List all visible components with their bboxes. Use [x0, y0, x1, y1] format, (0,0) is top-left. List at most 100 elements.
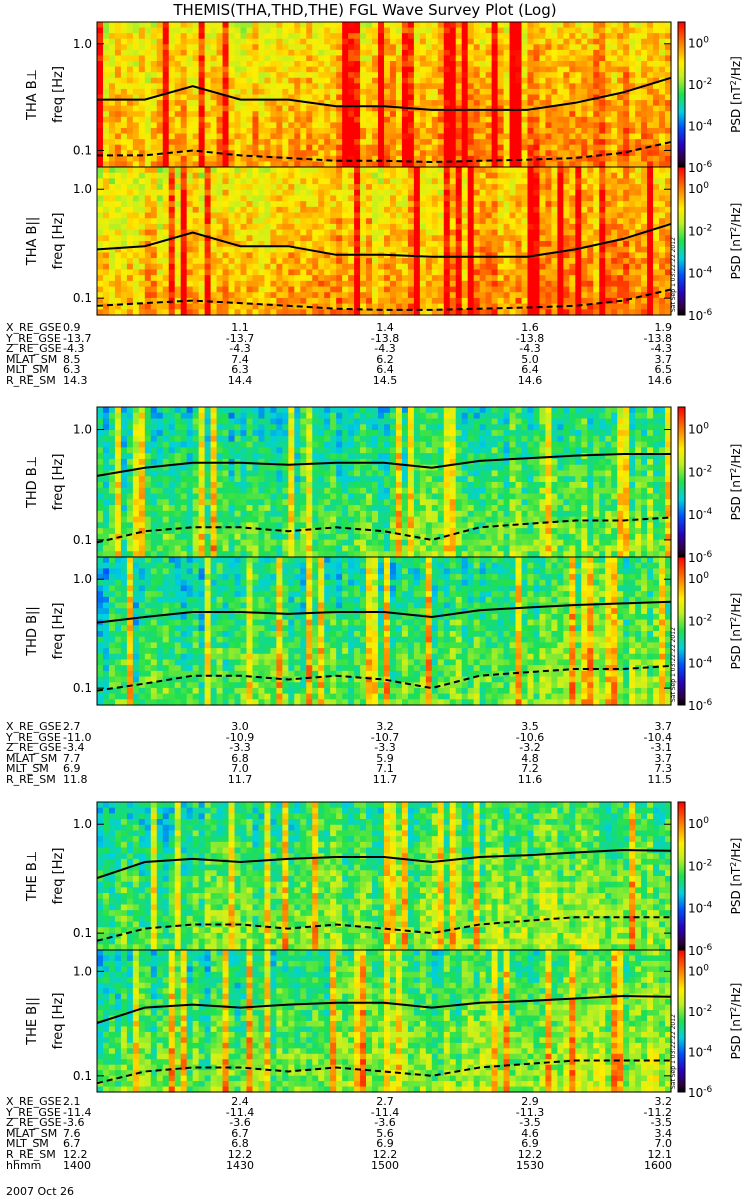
ephemeris-value: -13.8	[643, 331, 672, 345]
ephemeris-value: 1.4	[376, 321, 394, 334]
ephemeris-value: 3.7	[654, 751, 673, 765]
ephemeris-row: MLAT_SM 7.6 6.7 5.6 4.6 3.4	[6, 1126, 736, 1140]
y-axis-label: freq [Hz]	[51, 213, 66, 270]
freq-line-dashed-2	[96, 664, 672, 692]
ephemeris-row: X_RE_GSE 2.7 3.0 3.2 3.5 3.7	[6, 720, 736, 733]
colorbar-tick-exponent: -4	[703, 266, 712, 276]
ephemeris-value: -4.3	[229, 342, 251, 356]
ephemeris-value: 12.2	[227, 1147, 253, 1161]
colorbar-tick-label: 100	[688, 963, 709, 978]
ephemeris-row: Z_RE_GSE -3.4 -3.3 -3.3 -3.2 -3.1	[6, 742, 736, 754]
colorbar	[677, 801, 686, 951]
colorbar-tick-exponent: -6	[703, 943, 712, 953]
ephemeris-row: R_RE_SM 11.8 11.7 11.7 11.6 11.5	[6, 772, 736, 786]
ephemeris-label: R_RE_SM	[6, 772, 56, 786]
ephemeris-value: 6.4	[376, 363, 394, 377]
y-axis-label: freq [Hz]	[51, 454, 66, 511]
ephemeris-value: -10.9	[225, 730, 255, 744]
ephemeris-row: MLT_SM 6.7 6.8 6.9 6.9 7.0	[6, 1139, 736, 1150]
ephemeris-value: 7.0	[231, 762, 249, 776]
ephemeris-value: 3.2	[376, 720, 394, 733]
y-tick-label: 1.0	[73, 572, 92, 586]
ephemeris-value: 6.2	[376, 352, 394, 366]
ephemeris-value: 3.4	[654, 1126, 673, 1140]
ephemeris-value: 2.9	[521, 1095, 539, 1108]
ephemeris-value: -10.4	[643, 730, 672, 744]
colorbar-tick-label: 10-4	[688, 266, 713, 281]
colorbar-tick-exponent: -6	[703, 308, 712, 318]
freq-line-solid-1	[96, 222, 672, 258]
ephemeris-label: R_RE_SM	[6, 373, 56, 387]
ephemeris-value: -10.6	[515, 730, 545, 744]
panel-label: THA B||	[25, 217, 40, 266]
ephemeris-value: 11.6	[517, 772, 543, 786]
colorbar-tick-exponent: -4	[703, 1044, 712, 1054]
ephemeris-row: hhmm 1400 1430 1500 1530 1600	[6, 1158, 736, 1172]
ephemeris-value: 4.8	[521, 751, 539, 765]
y-tick-label: 1.0	[73, 964, 92, 978]
colorbar	[677, 166, 686, 316]
colorbar-label: PSD [nT2/Hz]	[729, 983, 743, 1060]
colorbar-tick-exponent: 0	[703, 963, 709, 973]
ephemeris-label: Y_RE_GSE	[6, 1105, 61, 1119]
ephemeris-value: 3.5	[521, 720, 539, 733]
ephemeris-row: Y_RE_GSE -11.4 -11.4 -11.4 -11.3 -11.2	[6, 1105, 736, 1119]
colorbar-tick-label: 10-2	[688, 464, 712, 479]
panel-tha-par: 1.0 0.1 THA B|| freq [Hz] 100 10-2 10-4 10-6 PSD…	[25, 166, 743, 323]
ephemeris-value: 7.3	[654, 762, 673, 776]
ephemeris-label: MLAT_SM	[6, 352, 58, 366]
ephemeris-row: MLT_SM 6.9 7.0 7.1 7.2 7.3	[6, 764, 736, 775]
freq-line-dashed-2	[96, 516, 672, 544]
ephemeris-value: -3.6	[229, 1116, 251, 1130]
colorbar-label-suffix: /Hz]	[729, 983, 743, 1007]
spectrogram-cells	[97, 557, 672, 706]
footer-date: 2007 Oct 26	[6, 1185, 75, 1198]
colorbar-label: PSD [nT2/Hz]	[729, 444, 743, 521]
ephemeris-value: 11.7	[227, 772, 253, 786]
colorbar-label-suffix: /Hz]	[729, 838, 743, 862]
panel-frame	[96, 166, 672, 316]
colorbar-tick-label: 100	[688, 181, 709, 196]
colorbar-label-prefix: PSD [nT	[729, 472, 743, 520]
colorbar-label-sup: 2	[729, 227, 738, 232]
ephemeris-value: -13.7	[225, 331, 255, 345]
colorbar-tick-exponent: -4	[703, 119, 712, 129]
colorbar-label-sup: 2	[729, 617, 738, 622]
ephemeris-value: 2.7	[376, 1095, 394, 1108]
ephemeris-value: -11.3	[515, 1105, 545, 1119]
colorbar-tick-label: 10-2	[688, 1004, 712, 1019]
ephemeris-row: MLAT_SM 8.5 7.4 6.2 5.0 3.7	[6, 352, 736, 366]
ephemeris-value: -4.3	[650, 342, 672, 356]
ephemeris-value: 12.2	[372, 1147, 398, 1161]
ephemeris-value: 6.4	[521, 363, 539, 377]
ephemeris-value: 1400	[63, 1158, 91, 1172]
colorbar-tick-exponent: -4	[703, 901, 712, 911]
colorbar-label-prefix: PSD [nT	[729, 85, 743, 133]
colorbar-tick-exponent: 0	[703, 421, 709, 431]
ephemeris-value: -3.6	[374, 1116, 396, 1130]
ephemeris-label: Y_RE_GSE	[6, 730, 61, 744]
y-axis-label: freq [Hz]	[51, 993, 66, 1050]
colorbar-tick-exponent: -6	[703, 1085, 712, 1095]
colorbar	[677, 406, 686, 558]
panel-thd-perp: 1.0 0.1 THD B⊥ freq [Hz] 100 10-2 10-4 10-6 PSD …	[25, 406, 743, 565]
ephemeris-value: 7.0	[654, 1137, 673, 1151]
ephemeris-label: Z_RE_GSE	[6, 1116, 62, 1130]
ephemeris-value: 4.6	[521, 1126, 539, 1140]
ephemeris-row: Y_RE_GSE -13.7 -13.7 -13.8 -13.8 -13.8	[6, 331, 736, 345]
colorbar-tick-exponent: -2	[703, 1004, 712, 1014]
y-axis-label: freq [Hz]	[51, 603, 66, 660]
panel-label: THD B⊥	[25, 456, 40, 509]
colorbar-tick-label: 100	[688, 571, 709, 586]
spectrogram-cells	[97, 167, 672, 316]
timestamp-stamp: Sat Sep 1 03:22:22 2012	[670, 627, 677, 702]
ephemeris-value: 7.2	[521, 762, 539, 776]
spectrogram-cells	[97, 802, 672, 951]
timestamp-stamp: Sat Sep 1 03:22:22 2012	[670, 237, 677, 312]
freq-line-solid-1	[97, 76, 672, 111]
ephemeris-value: 6.3	[63, 363, 81, 377]
colorbar-label-suffix: /Hz]	[729, 593, 743, 617]
y-tick-label: 0.1	[73, 291, 92, 305]
ephemeris-value: 7.1	[376, 762, 394, 776]
